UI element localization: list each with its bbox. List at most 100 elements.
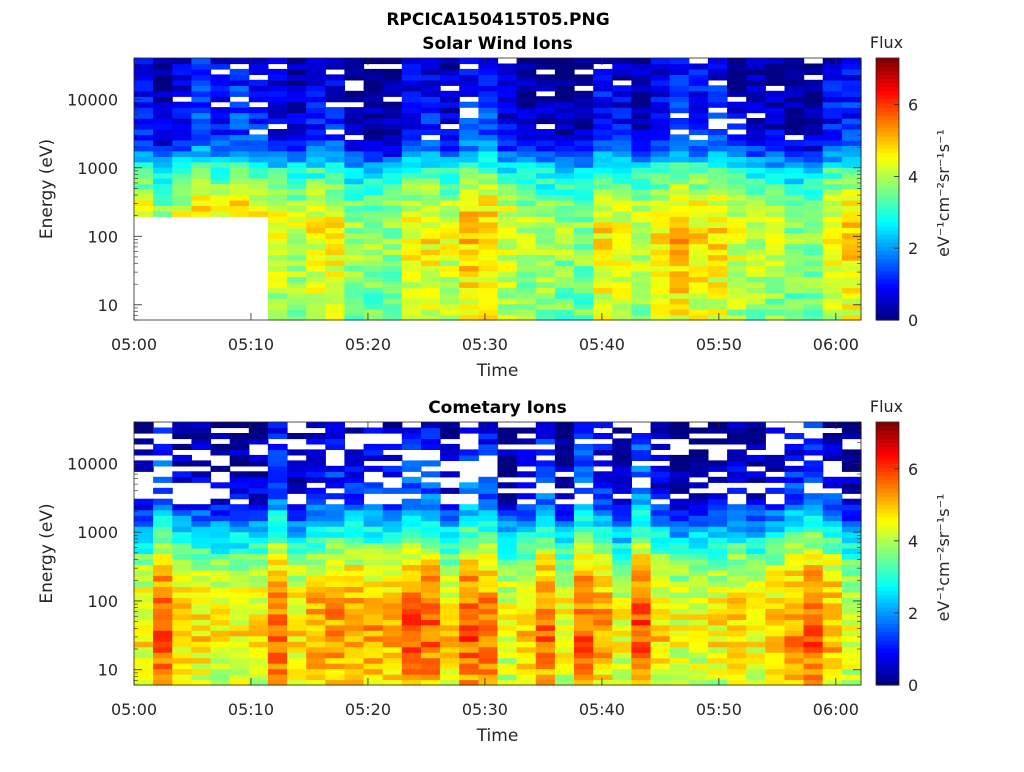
heatmap-cell xyxy=(497,460,518,467)
heatmap-cell xyxy=(325,227,345,234)
heatmap-cell xyxy=(803,537,824,544)
heatmap-cell xyxy=(401,520,422,527)
heatmap-cell xyxy=(248,96,269,103)
heatmap-cell xyxy=(267,602,288,609)
heatmap-cell xyxy=(287,668,307,675)
heatmap-cell xyxy=(746,509,766,516)
heatmap-cell xyxy=(306,292,326,299)
heatmap-cell xyxy=(650,178,671,185)
heatmap-cell xyxy=(421,79,441,86)
heatmap-cell xyxy=(248,167,269,174)
heatmap-cell xyxy=(765,465,785,472)
heatmap-cell xyxy=(325,145,345,152)
heatmap-cell xyxy=(344,221,365,228)
heatmap-cell xyxy=(134,602,154,609)
heatmap-cell xyxy=(210,624,231,631)
heatmap-cell xyxy=(344,254,365,261)
heatmap-cell xyxy=(421,292,441,299)
colorbar-segment xyxy=(876,467,899,472)
colorbar-segment xyxy=(876,213,899,219)
heatmap-cell xyxy=(727,63,747,70)
heatmap-cell xyxy=(841,564,862,571)
heatmap-cell xyxy=(612,597,632,604)
heatmap-cell xyxy=(382,129,403,136)
heatmap-cell xyxy=(516,96,537,103)
heatmap-cell xyxy=(574,101,594,108)
heatmap-cell xyxy=(172,548,192,555)
heatmap-cell xyxy=(612,504,632,511)
heatmap-cell xyxy=(784,74,805,81)
y-tick-label: 100 xyxy=(87,227,118,246)
heatmap-cell xyxy=(229,668,250,675)
colorbar-segment xyxy=(876,528,899,534)
heatmap-cell xyxy=(688,292,709,299)
heatmap-cell xyxy=(382,471,403,478)
heatmap-cell xyxy=(574,509,594,516)
heatmap-cell xyxy=(727,276,747,283)
heatmap-cell xyxy=(593,493,613,500)
heatmap-cell xyxy=(688,90,709,97)
heatmap-cell xyxy=(727,90,747,97)
heatmap-cell xyxy=(669,652,690,659)
heatmap-cell xyxy=(841,129,862,136)
heatmap-cell xyxy=(421,668,441,675)
heatmap-cell xyxy=(803,449,824,456)
heatmap-cell xyxy=(287,139,307,146)
heatmap-cell xyxy=(497,309,518,316)
heatmap-cell xyxy=(631,504,652,511)
heatmap-cell xyxy=(650,493,671,500)
heatmap-cell xyxy=(574,422,594,429)
heatmap-cell xyxy=(459,118,479,125)
heatmap-cell xyxy=(516,575,537,582)
heatmap-cell xyxy=(631,260,652,267)
heatmap-cell xyxy=(593,564,613,571)
heatmap-cell xyxy=(153,90,173,97)
heatmap-cell xyxy=(344,591,365,598)
heatmap-cell xyxy=(516,199,537,206)
heatmap-cell xyxy=(382,422,403,429)
heatmap-cell xyxy=(631,183,652,190)
heatmap-cell xyxy=(688,646,709,653)
heatmap-cell xyxy=(459,520,479,527)
heatmap-cell xyxy=(593,227,613,234)
heatmap-cell xyxy=(248,591,269,598)
heatmap-cell xyxy=(478,504,499,511)
heatmap-cell xyxy=(134,537,154,544)
heatmap-cell xyxy=(535,238,556,245)
heatmap-cell xyxy=(306,270,326,277)
heatmap-cell xyxy=(267,129,288,136)
heatmap-cell xyxy=(440,542,460,549)
colorbar-segment xyxy=(876,135,899,141)
heatmap-cell xyxy=(841,679,862,686)
heatmap-cell xyxy=(688,281,709,288)
heatmap-cell xyxy=(401,90,422,97)
heatmap-cell xyxy=(440,580,460,587)
heatmap-cell xyxy=(631,641,652,648)
x-tick-label: 05:00 xyxy=(111,335,157,354)
heatmap-cell xyxy=(765,139,785,146)
heatmap-cell xyxy=(325,276,345,283)
heatmap-cell xyxy=(382,107,403,114)
heatmap-cell xyxy=(401,183,422,190)
heatmap-cell xyxy=(707,189,728,196)
heatmap-cell xyxy=(688,249,709,256)
heatmap-cell xyxy=(172,107,192,114)
heatmap-cell xyxy=(822,298,843,305)
heatmap-cell xyxy=(803,564,824,571)
heatmap-cell xyxy=(707,679,728,686)
heatmap-cell xyxy=(688,298,709,305)
heatmap-cell xyxy=(593,287,613,294)
heatmap-cell xyxy=(841,101,862,108)
heatmap-cell xyxy=(344,679,365,686)
heatmap-cell xyxy=(707,569,728,576)
heatmap-cell xyxy=(478,624,499,631)
heatmap-cell xyxy=(574,449,594,456)
heatmap-cell xyxy=(631,281,652,288)
heatmap-cell xyxy=(822,548,843,555)
heatmap-cell xyxy=(497,134,518,141)
heatmap-cell xyxy=(822,575,843,582)
heatmap-cell xyxy=(631,509,652,516)
heatmap-cell xyxy=(229,526,250,533)
heatmap-cell xyxy=(631,526,652,533)
heatmap-cell xyxy=(134,63,154,70)
